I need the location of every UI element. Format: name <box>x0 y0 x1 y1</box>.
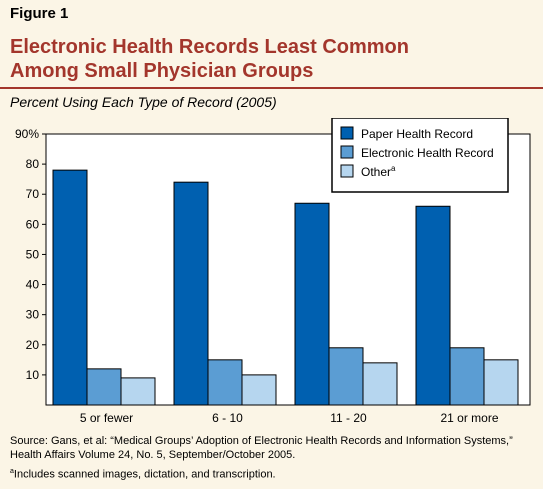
bar <box>415 205 451 406</box>
footnote: aIncludes scanned images, dictation, and… <box>10 468 276 481</box>
y-tick-label: 20 <box>26 338 40 352</box>
bar <box>449 347 485 406</box>
x-tick-label: 5 or fewer <box>80 411 133 425</box>
legend-label: Electronic Health Record <box>361 146 494 160</box>
bar-chart: 10 20 30 40 50 60 70 80 90% 5 or fewer 6 - 10 11 - … <box>15 118 531 425</box>
footnote-marker: a <box>10 468 14 475</box>
bar <box>86 368 122 406</box>
legend-label: Paper Health Record <box>361 127 473 141</box>
bar <box>173 181 209 406</box>
footnote-text: Includes scanned images, dictation, and … <box>13 468 276 481</box>
y-tick-label: 60 <box>26 217 40 231</box>
bar <box>483 359 519 406</box>
bar <box>241 374 277 406</box>
y-tick-label: 90% <box>15 127 39 141</box>
title-rule <box>0 87 543 89</box>
bar <box>362 362 398 406</box>
bar <box>207 359 243 406</box>
legend-swatch <box>340 126 354 140</box>
y-tick-label: 10 <box>26 368 40 382</box>
legend-label: Othera <box>361 164 396 179</box>
x-tick-label: 6 - 10 <box>212 411 243 425</box>
figure-label: Figure 1 <box>10 5 69 22</box>
chart-subtitle: Percent Using Each Type of Record (2005) <box>10 94 277 110</box>
y-tick-label: 70 <box>26 187 40 201</box>
x-tick-label: 11 - 20 <box>330 411 367 425</box>
chart-title: Electronic Health Records Least Common A… <box>10 35 409 83</box>
legend <box>331 118 509 193</box>
bar <box>52 169 88 406</box>
bar <box>120 377 156 406</box>
y-tick-label: 30 <box>26 308 40 322</box>
legend-superscript: a <box>391 164 396 173</box>
y-tick-label: 40 <box>26 278 40 292</box>
bar <box>328 347 364 406</box>
source-note: Source: Gans, et al: “Medical Groups’ Ad… <box>10 434 535 462</box>
y-tick-label: 80 <box>26 157 40 171</box>
legend-swatch <box>340 145 354 159</box>
legend-swatch <box>340 164 354 178</box>
source-line2: Health Affairs Volume 24, No. 5, Septemb… <box>10 449 296 461</box>
x-tick-label: 21 or more <box>440 411 498 425</box>
y-tick-label: 50 <box>26 247 40 261</box>
bar <box>294 202 330 406</box>
source-line1: Source: Gans, et al: “Medical Groups’ Ad… <box>10 435 513 447</box>
chart-title-line2: Among Small Physician Groups <box>10 60 314 82</box>
chart-title-line1: Electronic Health Records Least Common <box>10 36 409 58</box>
